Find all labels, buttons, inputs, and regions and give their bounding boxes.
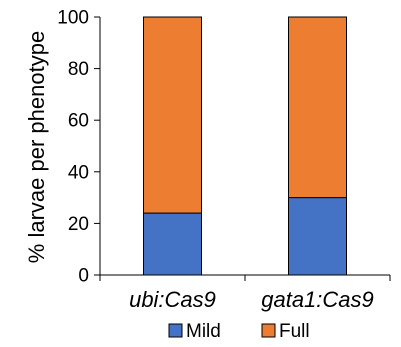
y-tick-label: 0 <box>78 266 89 287</box>
y-tick-label: 40 <box>68 162 89 183</box>
bar-mild-1 <box>143 212 202 276</box>
y-tick-label: 20 <box>68 214 89 235</box>
y-tick-label: 100 <box>57 8 89 29</box>
y-axis-label-group: % larvae per phenotype <box>24 31 49 263</box>
category-label: ubi:Cas9 <box>129 287 216 312</box>
legend-label-full: Full <box>279 321 310 342</box>
legend-label-mild: Mild <box>186 321 221 342</box>
category-labels-layer: ubi:Cas9 gata1:Cas9 <box>129 287 374 312</box>
category-label: gata1:Cas9 <box>261 287 374 312</box>
y-tick-label: 80 <box>68 59 89 80</box>
legend-item-mild: Mild <box>168 321 221 342</box>
legend-swatch-full <box>261 323 276 338</box>
bar-full-1 <box>143 16 202 214</box>
y-tick-label: 60 <box>68 111 89 132</box>
legend-item-full: Full <box>261 321 310 342</box>
legend: Mild Full <box>168 321 310 342</box>
bar-mild-2 <box>288 197 347 276</box>
axes-layer <box>99 17 391 281</box>
y-axis-label: % larvae per phenotype <box>24 31 49 263</box>
legend-swatch-mild <box>168 323 183 338</box>
bar-full-2 <box>288 16 347 199</box>
bars-layer <box>143 16 347 276</box>
y-ticks-layer: 0 20 40 60 80 100 <box>57 8 100 287</box>
